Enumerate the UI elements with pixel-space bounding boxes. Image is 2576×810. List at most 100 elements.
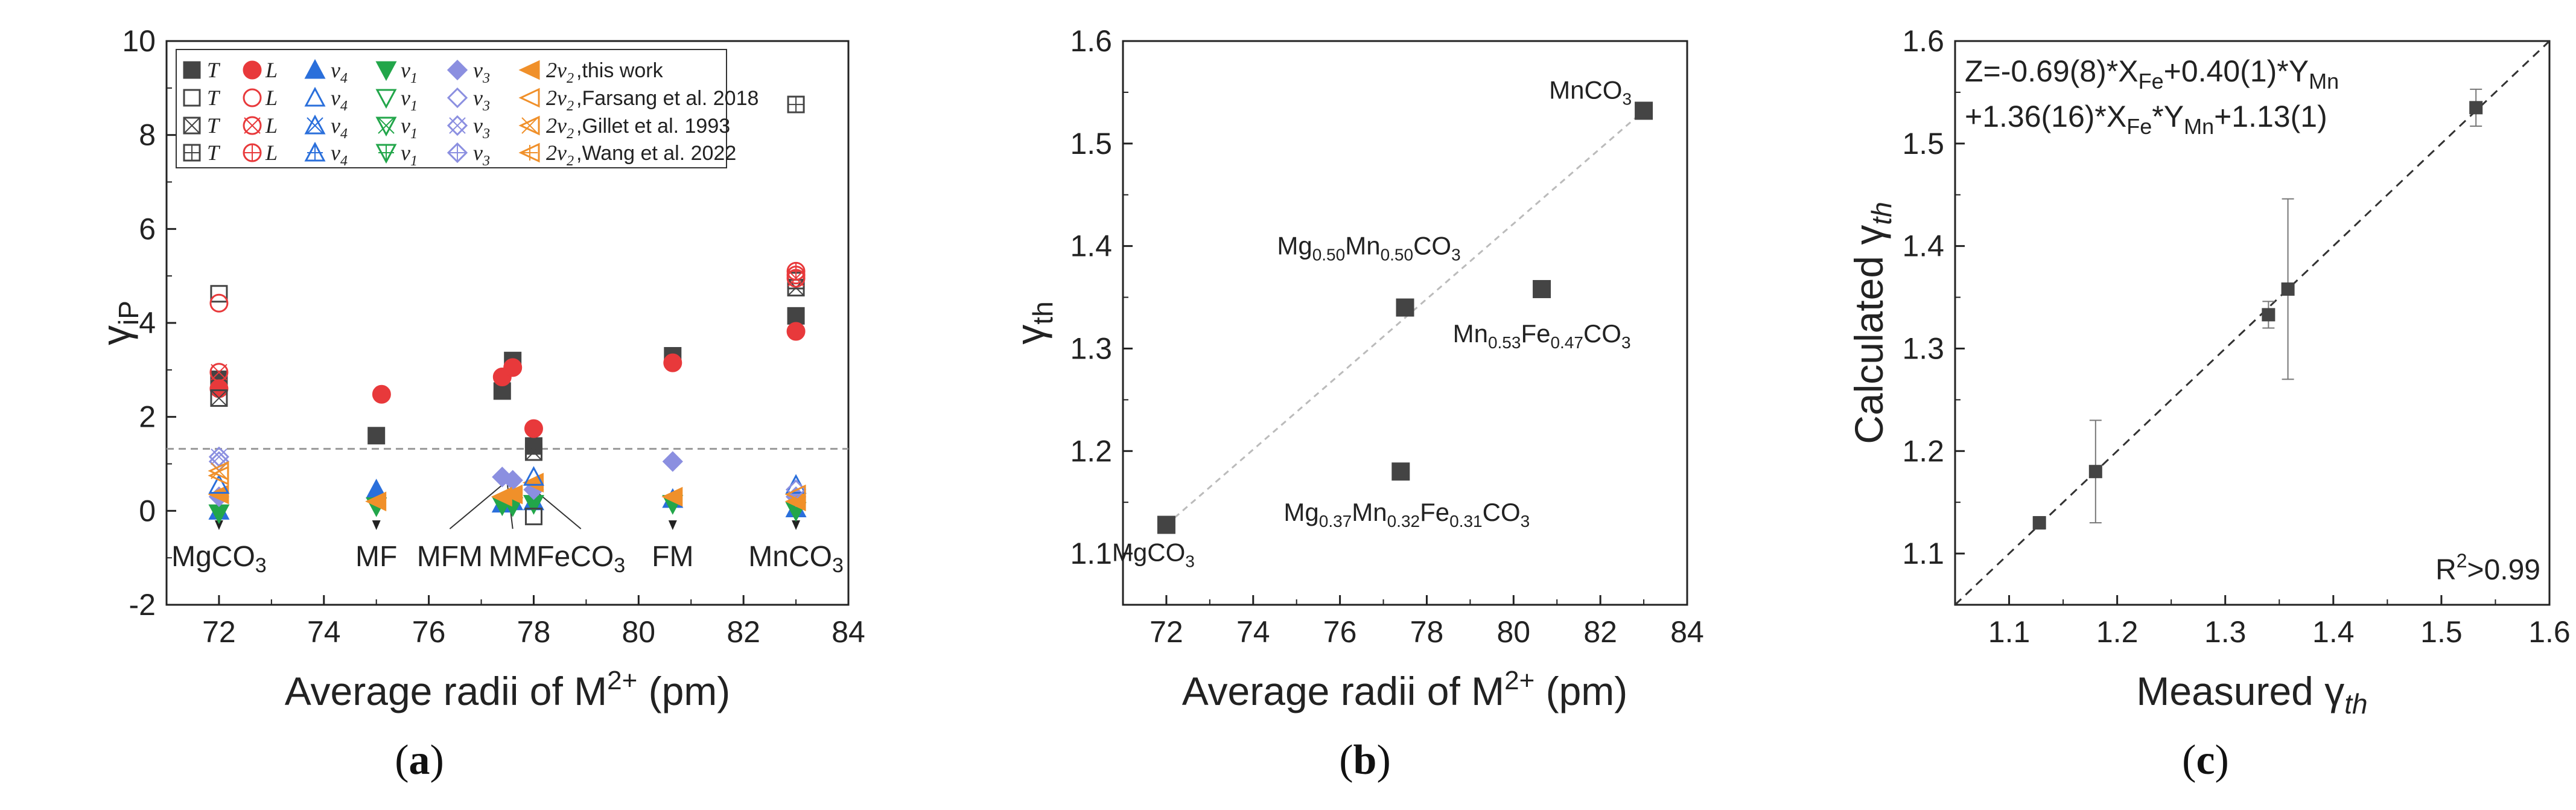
panel-a-legend-marker-l (243, 88, 262, 107)
panel-a-legend-marker-l (243, 143, 262, 162)
panel-b-ylabel: γth (1008, 301, 1058, 344)
panel-a-point-l (372, 384, 391, 404)
panel-c-point (2032, 516, 2046, 530)
panel-b-xlabel: Average radii of M2+ (pm) (1182, 666, 1628, 713)
panel-a-annotation-mm: MM (489, 541, 537, 573)
panel-c-xlabel: Measured γth (2136, 669, 2367, 719)
panel-b-point (1157, 515, 1175, 534)
panel-a-legend-marker-t-cross-b (183, 117, 200, 134)
panel-a-ylabel: γiP (94, 301, 144, 345)
panel-b: 72 74 76 78 80 82 84 1.1 1.2 1.3 1.4 1.5 1.6 MgCO3 Mg… (1008, 24, 1704, 783)
panel-a-legend-label-v1: v1 (401, 58, 418, 86)
panel-a-legend-marker-2v2 (518, 115, 540, 136)
panel-c-ytick-label: 1.2 (1902, 434, 1944, 468)
panel-a-legend-marker-v3 (447, 115, 468, 136)
panel-a-legend-ref-2: ,Gillet et al. 1993 (576, 115, 730, 138)
panel-b-ytick-label: 1.5 (1070, 127, 1112, 161)
panel-a-legend-marker-v4 (304, 114, 326, 135)
panel-a-legend-marker-v1 (375, 61, 397, 81)
panel-a-legend-marker-2v2 (518, 88, 540, 108)
panel-a-ytick-label: 2 (139, 400, 156, 434)
panel-c-xtick-label: 1.3 (2204, 615, 2247, 649)
panel-c-point (2088, 465, 2102, 479)
panel-c-ytick-label: 1.3 (1902, 331, 1944, 365)
panel-a-legend-marker-v4 (304, 86, 326, 107)
panel-a-point-t (524, 508, 542, 526)
panel-c-ytick-label: 1.5 (1902, 127, 1944, 161)
panel-c-point (2262, 308, 2275, 322)
panel-a-xtick-label: 78 (517, 615, 551, 649)
panel-c-ytick-label: 1.6 (1902, 24, 1944, 58)
panel-a-label: (a) (395, 737, 444, 783)
panel-a-xtick-label: 84 (832, 615, 865, 649)
panel-a-legend-marker-t (183, 116, 201, 135)
panel-a-legend-marker-l (243, 116, 262, 135)
panel-a-legend-label-2v2: 2v2 (546, 113, 574, 142)
panel-a-legend-ref-1: ,Farsang et al. 2018 (576, 87, 758, 110)
panel-b-ytick-label: 1.3 (1070, 331, 1112, 365)
panel-a-ytick-label: -2 (129, 588, 156, 622)
panel-a-point-2v2 (661, 486, 683, 507)
panel-c-xtick-label: 1.2 (2096, 615, 2139, 649)
panel-a-legend-label-t: T (207, 113, 221, 138)
panel-a-legend-marker-v1-cross-b (378, 117, 395, 134)
panel-a-ytick-label: 6 (139, 212, 156, 246)
panel-a-legend-label-v3: v3 (473, 86, 490, 114)
panel-a-legend-marker-v3 (447, 59, 468, 81)
panel-a-legend-marker-v3 (447, 142, 468, 164)
panel-a-legend-label-2v2: 2v2 (546, 86, 574, 114)
panel-a-ytick-label: 8 (139, 118, 156, 152)
panel-a-legend-marker-2v2-cross-b (521, 117, 538, 134)
panel-a-point-l (209, 363, 229, 382)
panel-b-point-label: MgCO3 (1112, 538, 1195, 571)
panel-a-legend-label-l: L (265, 86, 278, 110)
panel-c-formula-line2: +1.36(16)*XFe*YMn+1.13(1) (1965, 100, 2327, 139)
panel-a-legend-label-l: L (265, 113, 278, 138)
panel-c-r2: R2>0.99 (2435, 550, 2540, 586)
panel-a-point-2v2 (522, 473, 544, 493)
panel-a-point-2v2 (784, 484, 806, 505)
panel-a-point-v4 (523, 466, 544, 486)
panel-a-point-t (787, 307, 805, 325)
panel-a-point-2v2 (501, 484, 523, 505)
panel-c-xtick-label: 1.6 (2528, 615, 2571, 649)
panel-a-annotation-feco3: FeCO3 (536, 541, 625, 577)
panel-c: 1.1 1.2 1.3 1.4 1.5 1.6 1.1 1.2 1.3 1.4 1.5 1.6 Z=-… (1846, 24, 2571, 783)
panel-c-xtick-label: 1.1 (1988, 615, 2031, 649)
panel-a-point-t (524, 443, 542, 461)
panel-a-annotation-fm: FM (652, 541, 693, 573)
panel-a-legend-label-v4: v4 (331, 86, 348, 114)
panel-a-legend-marker-t (183, 89, 201, 107)
panel-a-annotation-arrowhead (668, 520, 677, 531)
panel-a-ytick-label: 10 (122, 24, 156, 58)
panel-a-point-l (524, 419, 543, 438)
panel-c-ytick-label: 1.4 (1902, 229, 1944, 263)
panel-a-legend-marker-v4 (304, 59, 326, 79)
panel-a-legend-label-l: L (265, 58, 278, 82)
panel-b-ytick-label: 1.2 (1070, 434, 1112, 468)
panel-a-legend-marker-2v2 (518, 60, 540, 80)
panel-a-legend-label-v4: v4 (331, 141, 348, 169)
panel-a-xtick-label: 80 (622, 615, 655, 649)
panel-a-point-v3 (662, 451, 683, 472)
panel-a-point-l (209, 379, 229, 398)
panel-a-xtick-label: 82 (727, 615, 760, 649)
panel-a-xtick-label: 74 (307, 615, 341, 649)
panel-a-legend-marker-v4-cross-b (307, 117, 323, 134)
panel-a-point-t (210, 285, 228, 303)
panel-c-xtick-label: 1.4 (2312, 615, 2355, 649)
panel-a-point-t (210, 389, 228, 407)
panel-a-legend-label-v1: v1 (401, 141, 418, 169)
panel-a-legend-ref-0: ,this work (576, 59, 664, 82)
panel-a-point-v3-cross-b (211, 448, 227, 465)
panel-c-label: (c) (2182, 737, 2229, 783)
panel-a-ytick-label: 0 (139, 494, 156, 528)
panel-a-legend-label-l: L (265, 141, 278, 165)
panel-a-legend-label-2v2: 2v2 (546, 58, 574, 86)
panel-b-xtick-label: 72 (1150, 615, 1183, 649)
panel-c-xtick-label: 1.5 (2420, 615, 2463, 649)
panel-b-point-label: Mn0.53Fe0.47CO3 (1453, 319, 1631, 352)
panel-c-identity-line (1955, 41, 2549, 605)
panel-a-point-2v2 (208, 484, 229, 505)
